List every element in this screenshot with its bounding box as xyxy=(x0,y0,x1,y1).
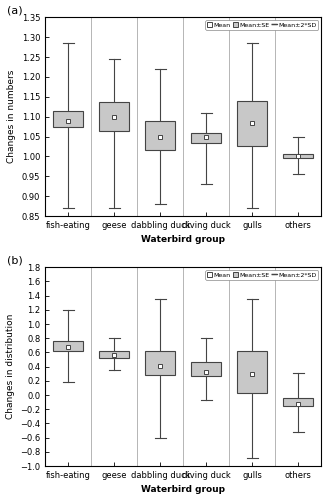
Bar xyxy=(99,351,129,358)
Bar xyxy=(284,154,313,158)
Bar xyxy=(53,341,83,351)
Bar xyxy=(191,362,221,376)
X-axis label: Waterbird group: Waterbird group xyxy=(141,236,225,244)
Bar xyxy=(99,102,129,130)
Bar xyxy=(146,120,175,150)
X-axis label: Waterbird group: Waterbird group xyxy=(141,486,225,494)
Y-axis label: Changes in distribution: Changes in distribution xyxy=(6,314,15,420)
Y-axis label: Changes in numbers: Changes in numbers xyxy=(7,70,16,164)
Bar xyxy=(53,112,83,126)
Legend: Mean, Mean±SE, Mean±2*SD: Mean, Mean±SE, Mean±2*SD xyxy=(205,270,318,280)
Text: (a): (a) xyxy=(7,6,22,16)
Bar xyxy=(191,132,221,142)
Bar xyxy=(237,351,267,393)
Legend: Mean, Mean±SE, Mean±2*SD: Mean, Mean±SE, Mean±2*SD xyxy=(205,20,318,30)
Bar xyxy=(284,398,313,406)
Bar xyxy=(237,101,267,146)
Bar xyxy=(146,351,175,375)
Text: (b): (b) xyxy=(7,256,22,266)
